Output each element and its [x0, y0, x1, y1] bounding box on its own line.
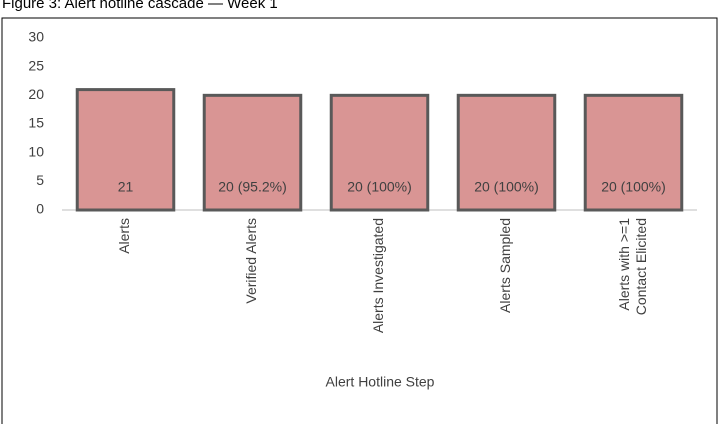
y-tick-label: 10 — [28, 143, 44, 159]
data-label: 20 (100%) — [347, 179, 412, 195]
data-label: 20 (95.2%) — [218, 179, 286, 195]
y-tick-label: 30 — [28, 29, 44, 45]
chart-title: Figure 3: Alert hotline cascade — Week 1 — [2, 0, 278, 12]
y-tick-label: 15 — [28, 115, 44, 131]
bar — [75, 88, 176, 212]
y-tick-label: 5 — [36, 172, 44, 188]
y-tick-label: 0 — [36, 201, 44, 217]
data-label: 20 (100%) — [601, 179, 666, 195]
x-tick-label: Verified Alerts — [243, 218, 259, 304]
x-tick-label: Alerts Sampled — [497, 218, 513, 313]
y-tick-label: 20 — [28, 86, 44, 102]
y-tick-label: 25 — [28, 57, 44, 73]
data-label: 21 — [118, 179, 134, 195]
x-axis-label: Alert Hotline Step — [326, 374, 435, 390]
x-tick-label: Alerts Investigated — [370, 218, 386, 333]
bar — [456, 93, 557, 212]
bar — [202, 93, 303, 212]
data-label: 20 (100%) — [474, 179, 539, 195]
bar — [583, 93, 684, 212]
chart-frame — [1, 17, 718, 424]
x-tick-label: Alerts with >=1Contact Elicited — [616, 218, 649, 315]
x-tick-label: Alerts — [116, 218, 132, 254]
bar — [329, 93, 430, 212]
